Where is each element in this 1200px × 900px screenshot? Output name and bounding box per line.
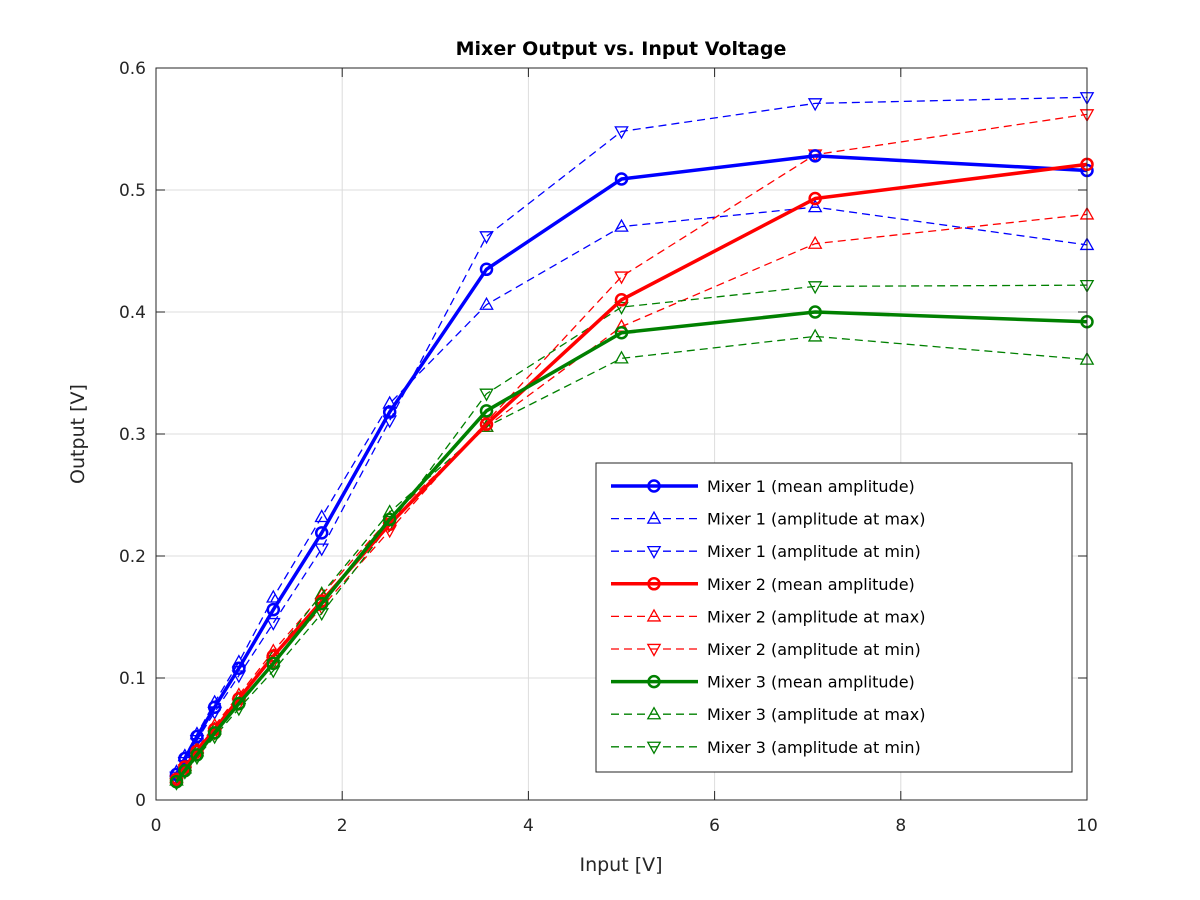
x-tick-label: 8 [895, 816, 906, 836]
data-point-triangle-down [807, 98, 823, 112]
data-point-circle [614, 325, 629, 340]
data-point-triangle-up [807, 328, 823, 342]
data-point-circle [207, 700, 222, 715]
legend-entry: Mixer 1 (amplitude at max) [611, 510, 925, 529]
data-point-triangle-down [646, 643, 662, 657]
data-point-circle [178, 763, 192, 778]
x-tick-label: 6 [709, 816, 720, 836]
data-point-triangle-down [382, 415, 397, 429]
data-point-circle [647, 674, 661, 689]
legend-label: Mixer 3 (mean amplitude) [707, 673, 915, 692]
legend-label: Mixer 3 (amplitude at max) [707, 705, 925, 724]
legend-entry: Mixer 1 (amplitude at min) [611, 542, 921, 561]
data-point-triangle-up [807, 235, 823, 249]
data-point-circle [266, 656, 281, 671]
data-point-circle [266, 602, 281, 617]
data-point-triangle-up [646, 706, 662, 720]
data-point-circle [169, 774, 184, 789]
data-point-circle [314, 596, 329, 611]
series-line [175, 162, 1088, 781]
legend-entry: Mixer 3 (amplitude at max) [611, 705, 925, 724]
data-point-triangle-down [479, 388, 494, 402]
y-tick-label: 0.2 [119, 547, 146, 567]
legend-box [595, 462, 1073, 773]
y-tick-label: 0 [135, 791, 146, 811]
legend-label: Mixer 1 (mean amplitude) [707, 477, 915, 496]
legend-label: Mixer 2 (mean amplitude) [707, 575, 915, 594]
data-point-triangle-down [266, 665, 281, 679]
data-point-triangle-up [614, 350, 629, 364]
data-point-circle [647, 479, 661, 493]
data-point-triangle-down [807, 281, 823, 295]
data-point-triangle-down [314, 543, 330, 557]
data-point-triangle-up [646, 510, 662, 524]
y-tick-label: 0.4 [119, 303, 146, 323]
series-line [175, 310, 1088, 783]
data-point-triangle-down [614, 271, 629, 285]
series-line [174, 154, 1088, 776]
legend-entry: Mixer 2 (amplitude at max) [611, 607, 925, 626]
data-point-circle [479, 262, 494, 277]
series-line [175, 96, 1088, 778]
legend-label: Mixer 3 (amplitude at min) [707, 738, 921, 757]
data-point-circle [808, 191, 822, 206]
x-tick-label: 0 [151, 816, 162, 836]
legend-entry: Mixer 1 (mean amplitude) [611, 477, 915, 496]
data-point-circle [614, 172, 629, 186]
legend: Mixer 1 (mean amplitude) Mixer 1 (amplitu… [595, 462, 1073, 773]
y-tick-label: 0.3 [119, 425, 146, 445]
data-point-triangle-up [266, 589, 281, 603]
data-point-circle [232, 661, 246, 675]
data-point-triangle-up [646, 608, 662, 622]
data-point-circle [808, 305, 822, 319]
data-point-triangle-down [266, 617, 281, 631]
legend-entry: Mixer 2 (mean amplitude) [611, 575, 915, 594]
data-point-circle [190, 748, 204, 762]
legend-label: Mixer 2 (amplitude at max) [707, 607, 925, 626]
legend-label: Mixer 1 (amplitude at min) [707, 542, 921, 561]
data-point-triangle-down [479, 231, 494, 245]
data-point-triangle-down [614, 126, 629, 140]
ticks: 0 2 4 6 8 10 0 0.1 0.2 0.3 0.4 0.5 0.6 [119, 59, 1098, 836]
data-point-circle [479, 417, 494, 431]
data-point-circle [808, 149, 822, 163]
series-4 [169, 157, 1094, 787]
series-1 [169, 149, 1094, 782]
data-point-circle [614, 293, 629, 307]
x-tick-label: 10 [1076, 816, 1098, 836]
data-point-triangle-up [807, 199, 823, 213]
data-point-circle [647, 577, 661, 591]
series-layer [169, 92, 1095, 791]
x-tick-label: 4 [523, 816, 534, 836]
data-point-triangle-down [646, 741, 662, 755]
legend-label: Mixer 1 (amplitude at max) [707, 510, 925, 529]
data-point-circle [207, 726, 222, 740]
data-point-circle [190, 729, 204, 744]
data-point-triangle-up [314, 509, 330, 523]
chart-title: Mixer Output vs. Input Voltage [456, 38, 787, 60]
series-7 [169, 305, 1094, 789]
legend-entry: Mixer 3 (amplitude at min) [611, 738, 921, 757]
data-point-triangle-down [646, 546, 662, 560]
y-tick-label: 0.6 [119, 59, 146, 79]
y-tick-label: 0.5 [119, 181, 146, 201]
data-point-triangle-up [382, 504, 397, 518]
data-point-circle [382, 512, 397, 527]
x-axis-title: Input [V] [579, 854, 662, 876]
legend-entry: Mixer 2 (amplitude at min) [611, 640, 921, 659]
y-axis-title: Output [V] [67, 384, 89, 484]
data-point-triangle-up [479, 296, 494, 310]
legend-entry: Mixer 3 (mean amplitude) [611, 673, 915, 692]
data-point-circle [232, 696, 246, 711]
data-point-triangle-up [614, 218, 629, 232]
data-point-circle [382, 405, 397, 419]
legend-label: Mixer 2 (amplitude at min) [707, 640, 921, 659]
data-point-circle [479, 404, 494, 418]
data-point-circle [314, 526, 329, 540]
x-tick-label: 2 [337, 816, 348, 836]
y-tick-label: 0.1 [119, 669, 146, 689]
data-point-triangle-down [614, 301, 629, 315]
data-point-triangle-up [382, 395, 397, 409]
